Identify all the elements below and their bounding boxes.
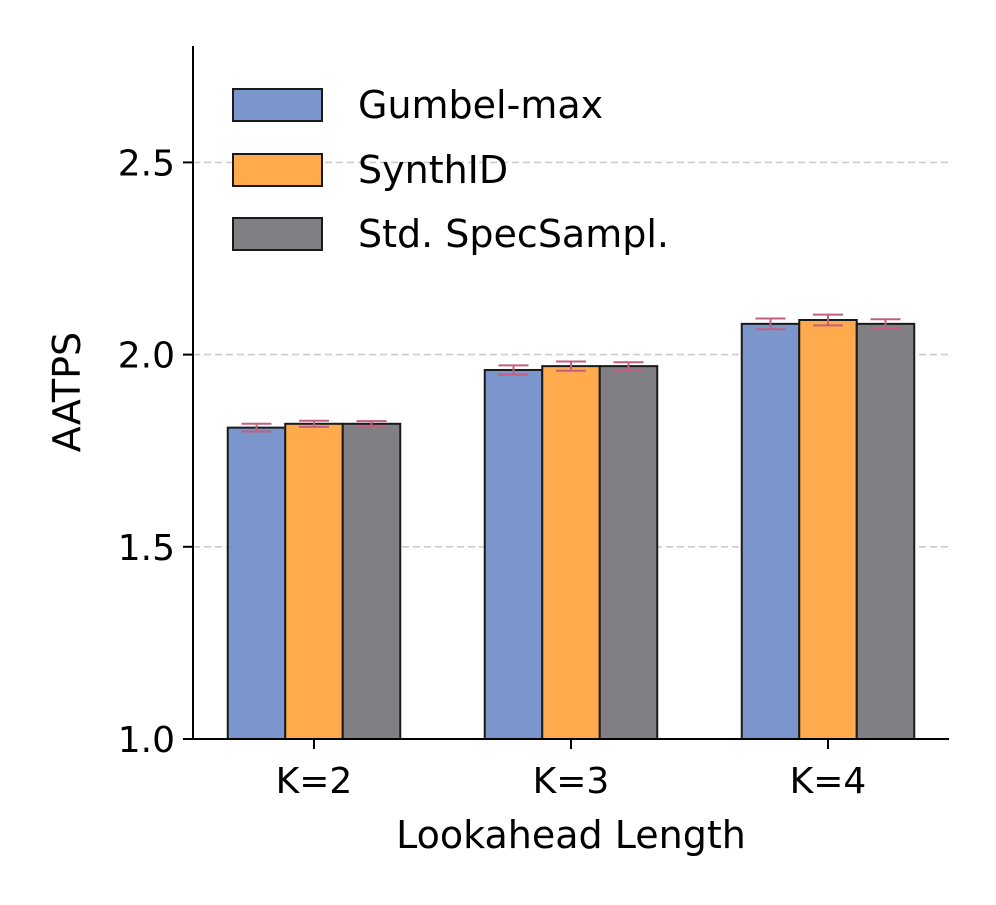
bar xyxy=(798,319,858,740)
bar xyxy=(541,365,601,740)
y-ticks: 1.0 1.5 2.0 2.5 xyxy=(118,143,193,761)
x-axis-label: Lookahead Length xyxy=(396,813,746,857)
error-bar xyxy=(556,360,586,372)
error-bar xyxy=(755,317,786,331)
x-tick-label: K=4 xyxy=(790,761,867,802)
x-tick-label: K=3 xyxy=(533,761,610,802)
error-bar xyxy=(241,422,272,433)
bar xyxy=(740,322,801,740)
error-bar xyxy=(813,313,843,327)
legend-item: Gumbel-max xyxy=(232,83,603,127)
legend: Gumbel-max SynthID Std. SpecSampl. xyxy=(232,83,669,256)
error-bar xyxy=(356,420,387,428)
legend-swatch xyxy=(232,153,323,187)
y-axis-label: AATPS xyxy=(45,332,89,452)
y-tick-label: 2.5 xyxy=(118,143,175,184)
bar xyxy=(284,422,344,740)
error-bar xyxy=(613,361,644,371)
bar xyxy=(226,426,287,740)
error-bar xyxy=(299,419,329,428)
bar xyxy=(598,365,659,740)
legend-item: SynthID xyxy=(232,148,508,192)
bars xyxy=(226,319,916,740)
legend-item: Std. SpecSampl. xyxy=(232,212,669,256)
error-bar xyxy=(870,318,901,330)
x-ticks: K=2 K=3 K=4 xyxy=(276,739,867,802)
bar xyxy=(341,422,402,740)
y-tick-label: 2.0 xyxy=(118,336,175,377)
y-tick-label: 1.0 xyxy=(118,720,175,761)
error-bars xyxy=(241,313,901,433)
legend-label: Gumbel-max xyxy=(358,83,603,127)
legend-label: Std. SpecSampl. xyxy=(358,212,669,256)
x-tick-label: K=2 xyxy=(276,761,353,802)
legend-swatch xyxy=(232,88,323,122)
bar xyxy=(855,322,916,740)
legend-label: SynthID xyxy=(358,148,508,192)
legend-swatch xyxy=(232,217,323,251)
error-bar xyxy=(498,364,529,376)
bar xyxy=(483,368,544,740)
y-tick-label: 1.5 xyxy=(118,528,175,569)
